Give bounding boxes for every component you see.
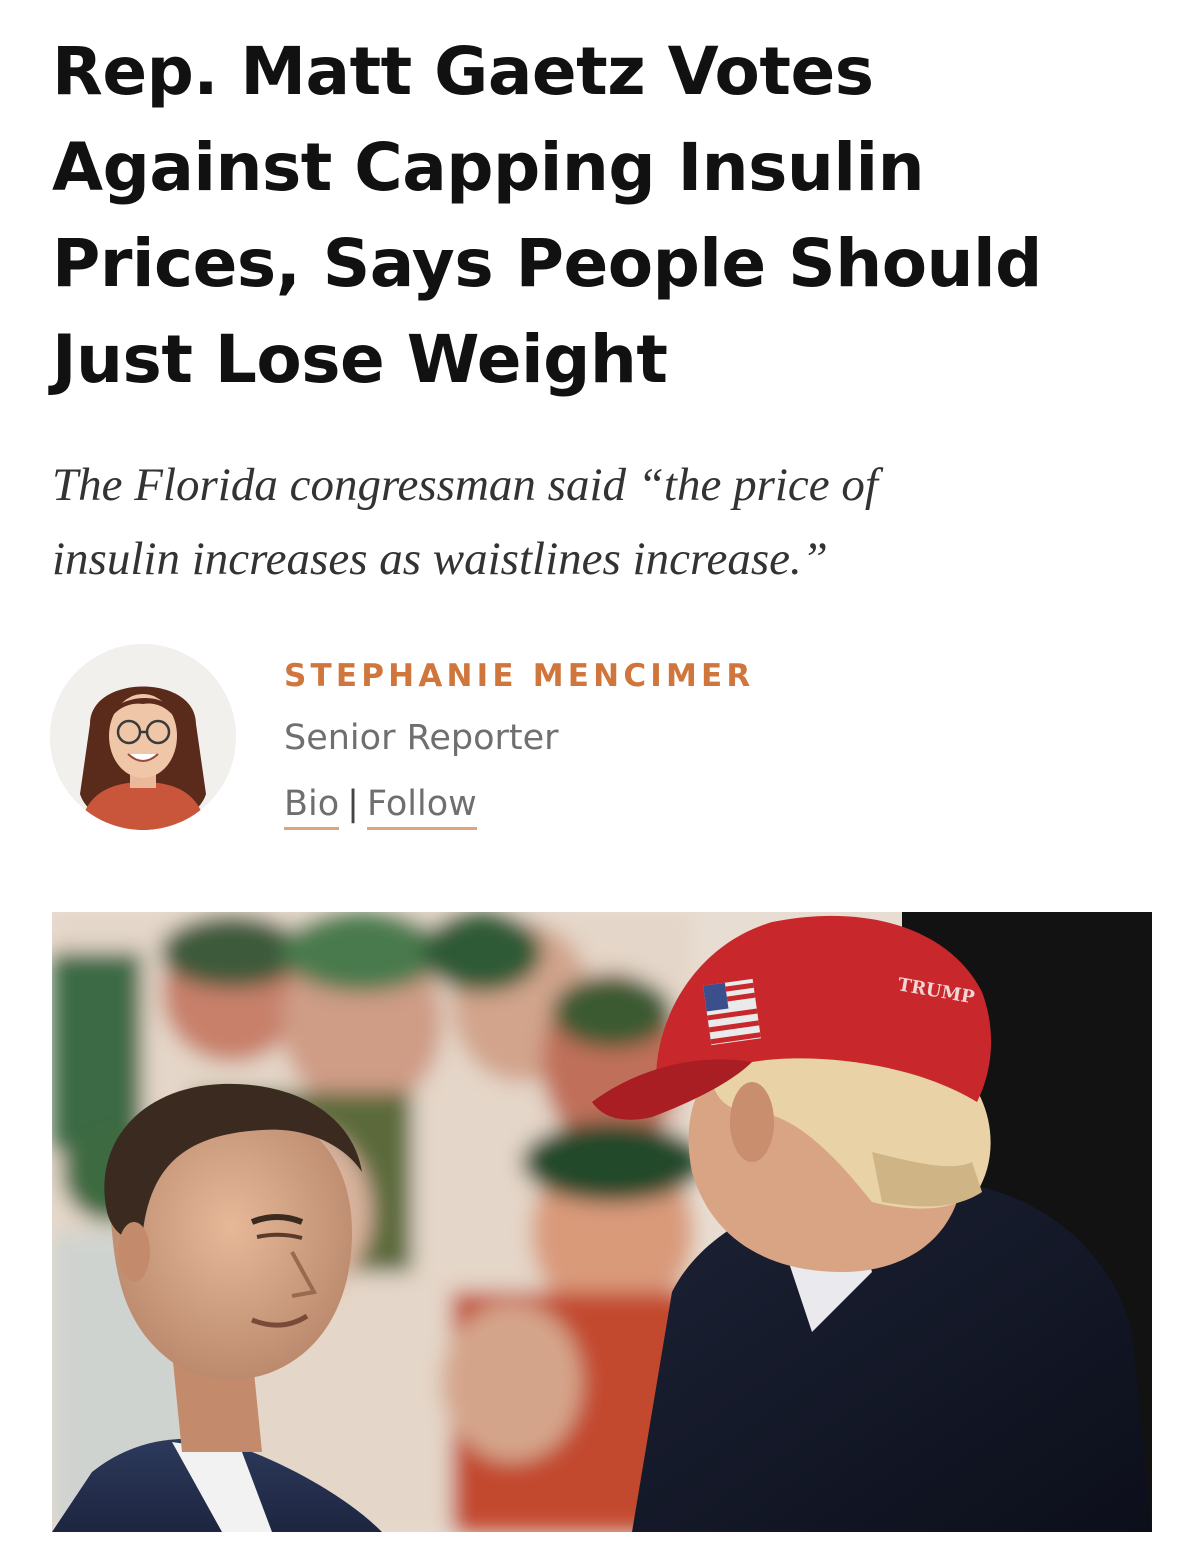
- author-avatar[interactable]: [50, 644, 236, 830]
- bio-link[interactable]: Bio: [284, 784, 340, 830]
- author-name[interactable]: STEPHANIE MENCIMER: [284, 658, 755, 694]
- headline-line: Rep. Matt Gaetz Votes: [52, 33, 874, 110]
- hero-photo: TRUMP: [52, 912, 1152, 1532]
- hero-image: TRUMP: [52, 912, 1152, 1532]
- article-headline: Rep. Matt Gaetz Votes Against Capping In…: [52, 24, 1162, 408]
- headline-line: Against Capping Insulin: [52, 129, 925, 206]
- dek-line: The Florida congressman said “the price …: [52, 459, 878, 511]
- article-dek: The Florida congressman said “the price …: [52, 448, 1152, 596]
- link-separator: |: [347, 784, 359, 824]
- dek-line: insulin increases as waistlines increase…: [52, 533, 828, 585]
- author-photo: [50, 644, 236, 830]
- follow-link[interactable]: Follow: [366, 784, 477, 830]
- author-title: Senior Reporter: [284, 718, 559, 758]
- author-links: Bio | Follow: [284, 784, 477, 830]
- headline-line: Just Lose Weight: [52, 321, 668, 398]
- headline-line: Prices, Says People Should: [52, 225, 1042, 302]
